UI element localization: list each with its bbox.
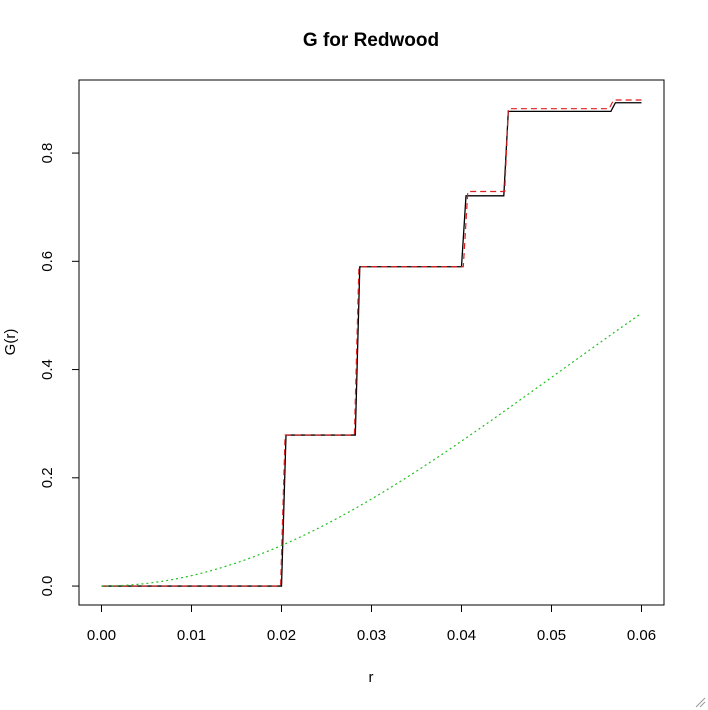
x-tick-label: 0.03	[357, 627, 386, 644]
x-tick-label: 0.05	[537, 627, 566, 644]
series-layer	[101, 99, 642, 587]
y-tick-label: 0.4	[39, 359, 56, 380]
resize-grip-icon[interactable]	[694, 696, 706, 708]
x-axis-label: r	[369, 669, 374, 686]
plot-area-frame	[78, 79, 665, 606]
x-tick-label: 0.00	[87, 627, 116, 644]
theoretical-g-line	[101, 312, 642, 587]
x-tick-label: 0.04	[447, 627, 476, 644]
y-axis: 0.0 0.2 0.4 0.6 0.8	[39, 143, 80, 597]
y-tick-label: 0.6	[39, 251, 56, 272]
corrected-g-line	[101, 99, 642, 587]
x-axis: 0.00 0.01 0.02 0.03 0.04 0.05 0.06	[87, 604, 656, 644]
y-tick-label: 0.8	[39, 143, 56, 164]
y-tick-label: 0.0	[39, 576, 56, 597]
y-tick-label: 0.2	[39, 467, 56, 488]
y-axis-label: G(r)	[2, 329, 19, 356]
x-tick-label: 0.06	[627, 627, 656, 644]
empirical-g-line	[101, 102, 642, 587]
x-tick-label: 0.02	[267, 627, 296, 644]
chart-title: G for Redwood	[303, 30, 439, 51]
x-tick-label: 0.01	[177, 627, 206, 644]
